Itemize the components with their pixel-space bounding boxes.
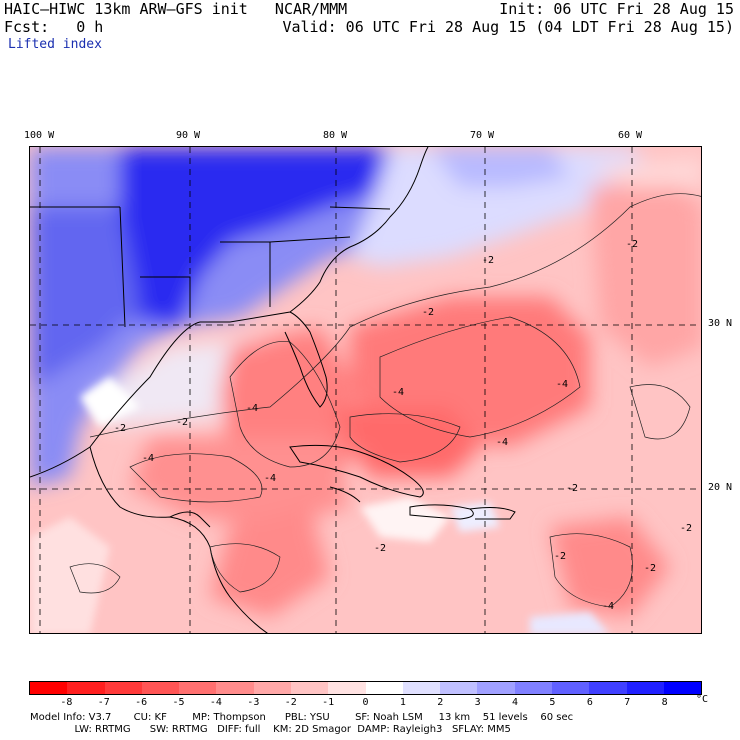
colorbar-tick-label: -1 <box>322 697 335 708</box>
lon-label-60w: 60 W <box>618 130 643 141</box>
lon-label-90w: 90 W <box>176 130 201 141</box>
contours <box>69 193 701 608</box>
colorbar-tick-label: -4 <box>209 697 222 708</box>
colorbar-segment <box>179 682 217 694</box>
colorbar-segment <box>402 682 441 694</box>
init-time: Init: 06 UTC Fri 28 Aug 15 <box>499 0 734 18</box>
contour-label: -2 <box>176 417 188 428</box>
colorbar-tick-label: -2 <box>284 697 297 708</box>
colorbar-tick-label: -7 <box>97 697 110 708</box>
contour-label: -2 <box>644 563 656 574</box>
colorbar-segment <box>589 682 627 694</box>
contour-label: -2 <box>680 523 692 534</box>
model-info-line1: Model Info: V3.7 CU: KF MP: Thompson PBL… <box>30 712 574 723</box>
forecast-hour: Fcst: 0 h <box>4 18 104 36</box>
field-name: Lifted index <box>8 37 102 52</box>
colorbar-tick-label: 7 <box>624 697 631 708</box>
contour-label: -4 <box>246 403 258 414</box>
colorbar-segment <box>30 682 68 694</box>
coastlines <box>30 147 516 633</box>
colorbar-tick-label: -5 <box>172 697 185 708</box>
colorbar-segment <box>104 682 142 694</box>
contour-label: -4 <box>264 473 276 484</box>
valid-time: Valid: 06 UTC Fri 28 Aug 15 (04 LDT Fri … <box>282 18 734 36</box>
colorbar-segment <box>328 682 366 694</box>
colorbar-segment <box>290 682 329 694</box>
contour-label: -4 <box>142 453 154 464</box>
contour-label: -4 <box>392 387 404 398</box>
colorbar-segment <box>626 682 664 694</box>
contour-label: -2 <box>554 551 566 562</box>
colorbar-tick-label: 5 <box>549 697 556 708</box>
colorbar-unit: °C <box>696 694 709 705</box>
contour-label: -2 <box>566 483 578 494</box>
colorbar-segment <box>477 682 515 694</box>
colorbar-tick-label: 1 <box>399 697 406 708</box>
colorbar-segment <box>365 682 403 694</box>
contour-label: -2 <box>626 239 638 250</box>
lon-label-80w: 80 W <box>323 130 348 141</box>
contour-label: -2 <box>482 255 494 266</box>
colorbar-segment <box>216 682 254 694</box>
colorbar-tick-label: 3 <box>474 697 481 708</box>
contour-label: -2 <box>114 423 126 434</box>
lat-label-30n: 30 N <box>708 318 733 329</box>
colorbar-segment <box>253 682 291 694</box>
colorbar-tick-label: -6 <box>135 697 148 708</box>
model-info-line2: LW: RRTMG SW: RRTMG DIFF: full KM: 2D Sm… <box>30 724 511 735</box>
contour-label: -4 <box>556 379 568 390</box>
lat-lon-grid <box>30 147 701 633</box>
model-title: HAIC–HIWC 13km ARW–GFS init NCAR/MMM <box>4 0 348 18</box>
colorbar-segment <box>514 682 552 694</box>
contour-label: -2 <box>374 543 386 554</box>
colorbar-tick-label: -8 <box>60 697 73 708</box>
colorbar-segment <box>663 682 702 694</box>
contour-label: -4 <box>602 601 614 612</box>
contour-label: -4 <box>496 437 508 448</box>
map-canvas: -2 -2 -4 -4 -4 -2 -2 -4 -4 -4 -2 -2 -2 -… <box>30 147 701 633</box>
lon-label-70w: 70 W <box>470 130 495 141</box>
colorbar-tick-label: 6 <box>586 697 593 708</box>
colorbar-segment <box>440 682 478 694</box>
colorbar-segment <box>141 682 180 694</box>
colorbar-segment <box>551 682 590 694</box>
lat-label-20n: 20 N <box>708 482 733 493</box>
contour-label: -2 <box>422 307 434 318</box>
lifted-index-map: -2 -2 -4 -4 -4 -2 -2 -4 -4 -4 -2 -2 -2 -… <box>29 146 702 634</box>
colorbar-tick-label: 0 <box>362 697 369 708</box>
colorbar-tick-label: 4 <box>512 697 519 708</box>
colorbar <box>29 681 702 695</box>
colorbar-tick-label: 8 <box>661 697 668 708</box>
colorbar-tick-label: 2 <box>437 697 444 708</box>
colorbar-tick-label: -3 <box>247 697 260 708</box>
colorbar-segment <box>67 682 105 694</box>
lon-label-100w: 100 W <box>24 130 55 141</box>
